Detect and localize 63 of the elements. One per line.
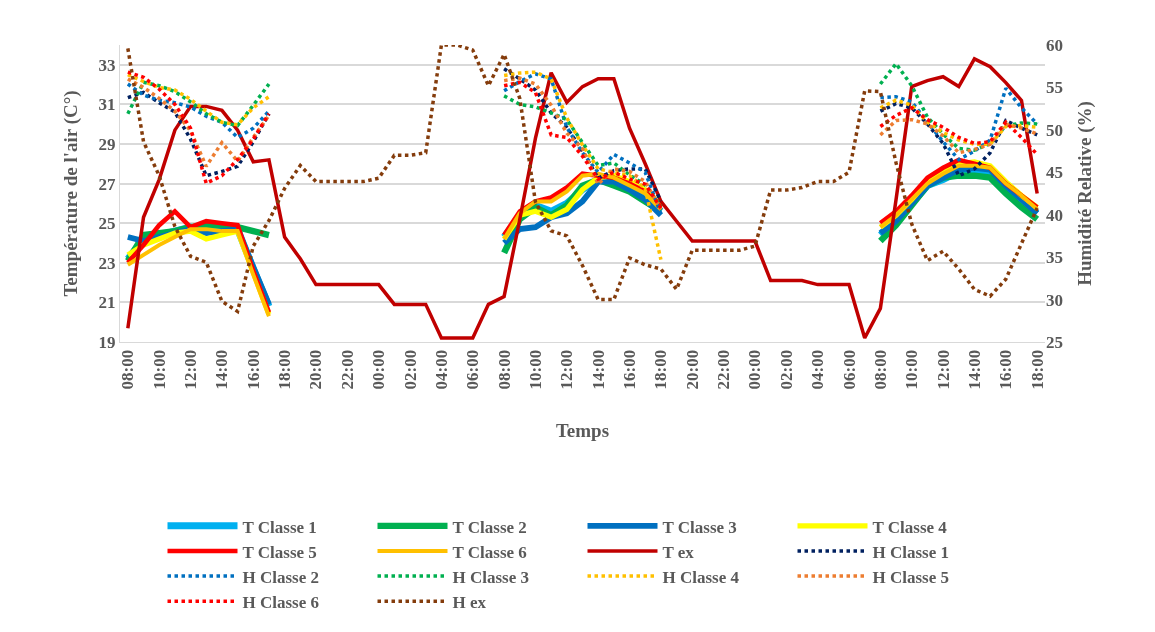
y-tick-label: 31 xyxy=(98,95,116,115)
x-tick-label: 08:00 xyxy=(118,349,138,390)
x-axis-title: Temps xyxy=(555,420,610,442)
y2-axis-title: Humidité Relative (%) xyxy=(1073,101,1096,286)
legend-label: H Classe 5 xyxy=(872,567,949,587)
y-tick-label: 29 xyxy=(98,134,116,154)
x-tick-label: 12:00 xyxy=(181,349,201,390)
x-tick-label: 04:00 xyxy=(808,349,828,390)
legend-label: H Classe 2 xyxy=(242,567,319,587)
y2-tick-label: 30 xyxy=(1046,290,1063,310)
x-tick-label: 22:00 xyxy=(714,349,734,390)
legend-label: H Classe 3 xyxy=(452,567,529,587)
x-tick-label: 18:00 xyxy=(275,349,295,390)
y2-tick-label: 25 xyxy=(1046,332,1063,352)
legend-label: T Classe 5 xyxy=(242,542,317,562)
y2-tick-label: 60 xyxy=(1046,35,1063,55)
y-tick-label: 33 xyxy=(98,55,116,75)
y-tick-label: 19 xyxy=(98,332,116,352)
x-tick-label: 08:00 xyxy=(494,349,514,390)
x-tick-label: 10:00 xyxy=(902,349,922,390)
x-tick-label: 20:00 xyxy=(682,349,702,390)
legend-label: T Classe 2 xyxy=(452,517,527,537)
x-tick-label: 10:00 xyxy=(149,349,169,390)
x-tick-label: 10:00 xyxy=(525,349,545,390)
legend-label: H Classe 6 xyxy=(242,592,319,612)
y2-tick-label: 35 xyxy=(1046,248,1063,268)
y-tick-label: 25 xyxy=(98,214,116,234)
y-tick-label: 21 xyxy=(98,293,116,313)
x-tick-label: 12:00 xyxy=(933,349,953,390)
y2-tick-label: 50 xyxy=(1046,120,1063,140)
y-axis-title: Température de l'air (C°) xyxy=(60,90,83,297)
x-tick-label: 00:00 xyxy=(745,349,765,390)
x-tick-label: 14:00 xyxy=(212,349,232,390)
y-tick-label: 23 xyxy=(98,253,116,273)
legend-label: T Classe 1 xyxy=(242,517,317,537)
legend-label: T Classe 4 xyxy=(872,517,948,537)
x-tick-label: 22:00 xyxy=(337,349,357,390)
legend-label: T ex xyxy=(662,542,695,562)
legend-label: H Classe 4 xyxy=(662,567,740,587)
x-tick-label: 16:00 xyxy=(996,349,1016,390)
legend-label: H Classe 1 xyxy=(872,542,949,562)
x-tick-label: 14:00 xyxy=(588,349,608,390)
legend-label: H ex xyxy=(452,592,487,612)
y2-tick-label: 40 xyxy=(1046,205,1063,225)
x-tick-label: 08:00 xyxy=(870,349,890,390)
x-tick-label: 20:00 xyxy=(306,349,326,390)
x-tick-label: 06:00 xyxy=(839,349,859,390)
x-tick-label: 00:00 xyxy=(369,349,389,390)
x-tick-label: 16:00 xyxy=(620,349,640,390)
legend-label: T Classe 6 xyxy=(452,542,527,562)
x-tick-label: 18:00 xyxy=(1027,349,1047,390)
x-tick-label: 12:00 xyxy=(557,349,577,390)
x-tick-label: 02:00 xyxy=(776,349,796,390)
x-tick-label: 18:00 xyxy=(651,349,671,390)
x-tick-label: 16:00 xyxy=(243,349,263,390)
x-tick-label: 06:00 xyxy=(463,349,483,390)
legend-label: T Classe 3 xyxy=(662,517,737,537)
x-tick-label: 02:00 xyxy=(400,349,420,390)
y2-tick-label: 55 xyxy=(1046,78,1063,98)
x-tick-label: 04:00 xyxy=(431,349,451,390)
x-tick-label: 14:00 xyxy=(964,349,984,390)
y2-tick-label: 45 xyxy=(1046,163,1063,183)
y-tick-label: 27 xyxy=(98,174,117,194)
